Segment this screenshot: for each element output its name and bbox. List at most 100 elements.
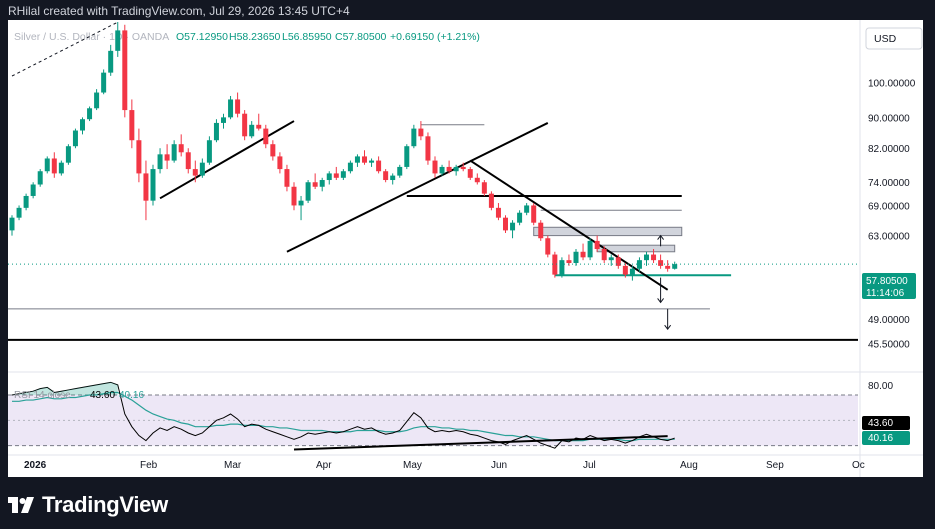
candle-9: [72, 128, 78, 149]
candle-body-54: [390, 175, 396, 181]
price-axis-label-0: 100.00000: [868, 78, 916, 89]
candle-92: [658, 254, 664, 269]
candle-78: [559, 257, 565, 278]
price-axis-label-8: 49.00000: [868, 315, 910, 326]
price-badge-countdown: 11:14:06: [866, 288, 905, 299]
rsi-line: [11, 381, 675, 449]
candle-42: [305, 180, 311, 204]
candle-82: [587, 238, 593, 261]
currency-button-label: USD: [874, 33, 897, 45]
candle-7: [58, 160, 64, 176]
price-pane[interactable]: [8, 21, 858, 341]
price-axis-label-1: 90.00000: [868, 113, 910, 124]
candle-body-9: [72, 130, 78, 147]
candle-46: [333, 166, 339, 181]
rsi-badge-1: [862, 416, 910, 430]
candle-body-83: [594, 240, 600, 250]
time-axis-label-3: Apr: [316, 460, 332, 471]
candle-67: [481, 180, 487, 196]
candle-body-64: [460, 166, 466, 170]
candle-74: [531, 203, 537, 226]
candle-body-3: [30, 184, 36, 196]
candle-76: [545, 235, 551, 258]
price-zone-0: [533, 226, 683, 237]
rsi-legend-value-2: 40.16: [119, 390, 144, 401]
candle-body-71: [510, 222, 516, 231]
candle-body-7: [58, 162, 64, 174]
candle-19: [143, 160, 149, 221]
candle-77: [552, 251, 558, 278]
chart-attribution: RHilal created with TradingView.com, Jul…: [8, 4, 350, 18]
drawing-dashed-line: [11, 21, 119, 77]
time-axis-label-2: Mar: [224, 460, 242, 471]
candle-body-17: [129, 110, 135, 141]
candle-51: [369, 158, 375, 167]
candle-41: [298, 195, 304, 221]
candle-body-42: [305, 182, 311, 201]
candle-16: [122, 24, 128, 118]
candle-26: [192, 160, 198, 183]
candle-body-55: [397, 166, 403, 176]
candle-body-94: [672, 264, 678, 269]
candle-body-60: [432, 160, 438, 174]
candle-80: [573, 249, 579, 266]
candle-37: [270, 140, 276, 161]
candle-body-47: [340, 171, 346, 178]
candle-56: [404, 144, 410, 170]
candle-body-77: [552, 254, 558, 275]
price-axis-label-5: 63.00000: [868, 232, 910, 243]
candle-body-81: [580, 251, 586, 258]
time-axis-label-4: May: [403, 460, 422, 471]
candle-59: [425, 132, 431, 165]
candle-53: [383, 169, 389, 183]
candle-34: [249, 121, 255, 139]
candle-body-46: [333, 173, 339, 178]
candle-body-53: [383, 171, 389, 181]
candle-89: [636, 257, 642, 272]
price-axis-label-3: 74.00000: [868, 178, 910, 189]
candle-64: [460, 162, 466, 172]
candle-body-40: [291, 186, 297, 206]
candle-15: [115, 22, 121, 57]
candle-72: [517, 210, 523, 226]
legend-symbol: Silver / U.S. Dollar · 1D · OANDA: [14, 31, 169, 43]
candle-62: [446, 160, 452, 174]
price-axis-label-9: 45.50000: [868, 339, 910, 350]
currency-button[interactable]: [865, 27, 923, 50]
rsi-badge-2: [862, 431, 910, 445]
candle-body-65: [467, 169, 473, 178]
time-axis-label-1: Feb: [140, 460, 158, 471]
candle-body-62: [446, 166, 452, 172]
candle-body-13: [101, 72, 107, 93]
time-axis-label-6: Jul: [583, 460, 596, 471]
candle-body-48: [347, 162, 353, 172]
candle-body-82: [587, 240, 593, 258]
candle-body-61: [439, 166, 445, 174]
candle-61: [439, 164, 445, 176]
candle-3: [30, 182, 36, 199]
price-badge: [862, 273, 916, 299]
rsi-pane[interactable]: [8, 381, 858, 451]
candle-body-74: [531, 205, 537, 223]
candle-body-26: [192, 169, 198, 176]
candle-body-84: [601, 249, 607, 261]
arrow-head-2: [664, 324, 672, 331]
candle-14: [108, 44, 114, 76]
candle-body-52: [376, 160, 382, 172]
candle-52: [376, 156, 382, 174]
candle-body-87: [622, 265, 628, 275]
candle-10: [80, 117, 85, 135]
candle-body-10: [80, 119, 85, 131]
candle-body-57: [411, 128, 417, 147]
candle-58: [418, 121, 424, 141]
candle-35: [256, 113, 262, 131]
trendline-1: [286, 122, 549, 253]
candle-90: [644, 251, 649, 266]
candle-27: [199, 158, 205, 178]
candle-body-2: [23, 195, 29, 208]
candle-body-37: [270, 144, 276, 157]
candle-5: [44, 156, 50, 174]
candle-body-11: [87, 108, 93, 120]
candle-40: [291, 182, 297, 211]
